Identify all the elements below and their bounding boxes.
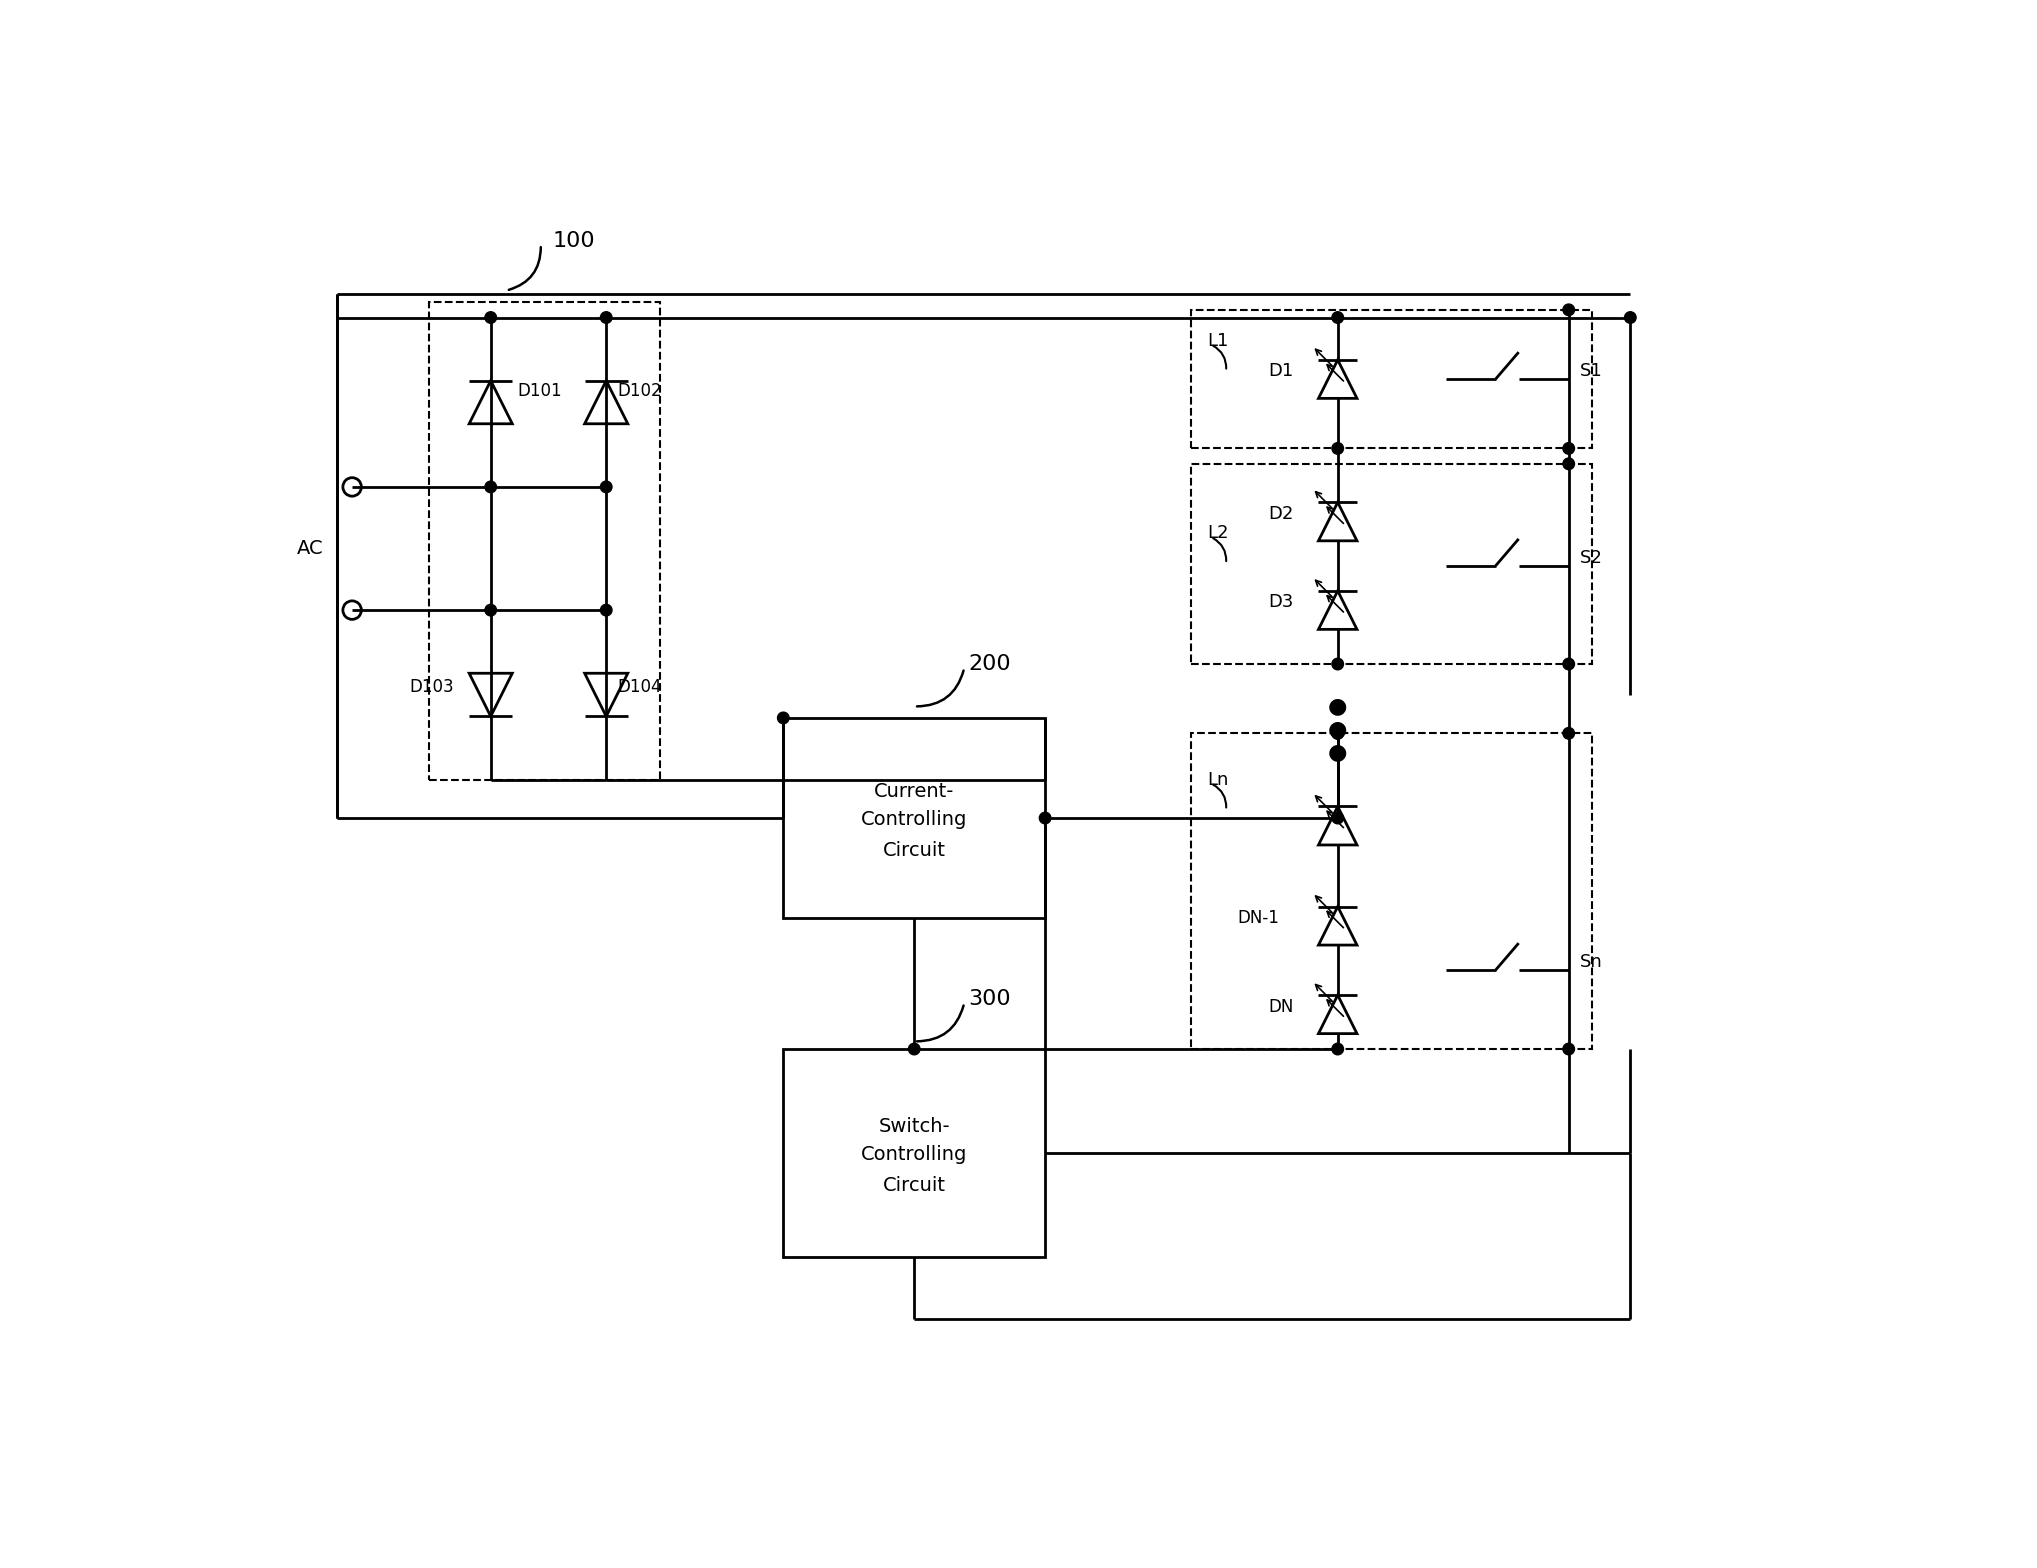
Circle shape — [1332, 1043, 1344, 1055]
Text: D1: D1 — [1269, 362, 1293, 381]
Text: Ln: Ln — [1206, 770, 1228, 789]
Text: D3: D3 — [1269, 593, 1293, 612]
Text: Controlling: Controlling — [862, 1145, 968, 1163]
Circle shape — [1562, 728, 1575, 739]
Circle shape — [485, 481, 497, 492]
Circle shape — [1562, 659, 1575, 670]
Text: D104: D104 — [617, 677, 662, 696]
Text: S1: S1 — [1581, 362, 1603, 381]
Text: S2: S2 — [1581, 549, 1603, 568]
Text: 300: 300 — [968, 989, 1010, 1008]
Text: D2: D2 — [1269, 505, 1293, 522]
Text: Circuit: Circuit — [882, 1176, 945, 1195]
Circle shape — [601, 604, 611, 616]
Circle shape — [1562, 458, 1575, 469]
Text: DN-1: DN-1 — [1238, 909, 1279, 927]
Text: Current-: Current- — [874, 781, 955, 801]
Circle shape — [909, 1043, 921, 1055]
Text: D102: D102 — [617, 381, 662, 400]
Text: L2: L2 — [1206, 524, 1228, 543]
Circle shape — [1332, 312, 1344, 323]
Bar — [1192, 734, 1591, 1049]
Text: ●: ● — [1328, 696, 1346, 717]
Circle shape — [778, 712, 788, 724]
Circle shape — [485, 604, 497, 616]
Text: AC: AC — [297, 539, 324, 558]
Circle shape — [1332, 728, 1344, 739]
Circle shape — [1332, 659, 1344, 670]
Text: 200: 200 — [968, 654, 1010, 674]
Text: Controlling: Controlling — [862, 811, 968, 829]
Text: Circuit: Circuit — [882, 840, 945, 859]
Bar — [784, 718, 1045, 919]
Text: 100: 100 — [552, 230, 595, 251]
Bar — [1192, 464, 1591, 663]
Text: DN: DN — [1269, 997, 1293, 1016]
Circle shape — [1332, 812, 1344, 823]
Circle shape — [601, 481, 611, 492]
Text: L1: L1 — [1206, 331, 1228, 350]
Circle shape — [1562, 304, 1575, 315]
Text: ●: ● — [1328, 743, 1346, 762]
Text: D103: D103 — [409, 677, 454, 696]
Circle shape — [1039, 812, 1051, 823]
Text: Sn: Sn — [1581, 953, 1603, 972]
Circle shape — [1562, 442, 1575, 455]
Circle shape — [1332, 442, 1344, 455]
Circle shape — [1562, 1043, 1575, 1055]
Circle shape — [1626, 312, 1636, 323]
Text: ●: ● — [1328, 720, 1346, 740]
Bar — [784, 1049, 1045, 1258]
Circle shape — [485, 312, 497, 323]
Bar — [1192, 310, 1591, 448]
Text: D101: D101 — [517, 381, 562, 400]
Text: Switch-: Switch- — [878, 1116, 949, 1135]
Circle shape — [601, 312, 611, 323]
Circle shape — [1332, 728, 1344, 739]
Bar — [430, 303, 660, 779]
